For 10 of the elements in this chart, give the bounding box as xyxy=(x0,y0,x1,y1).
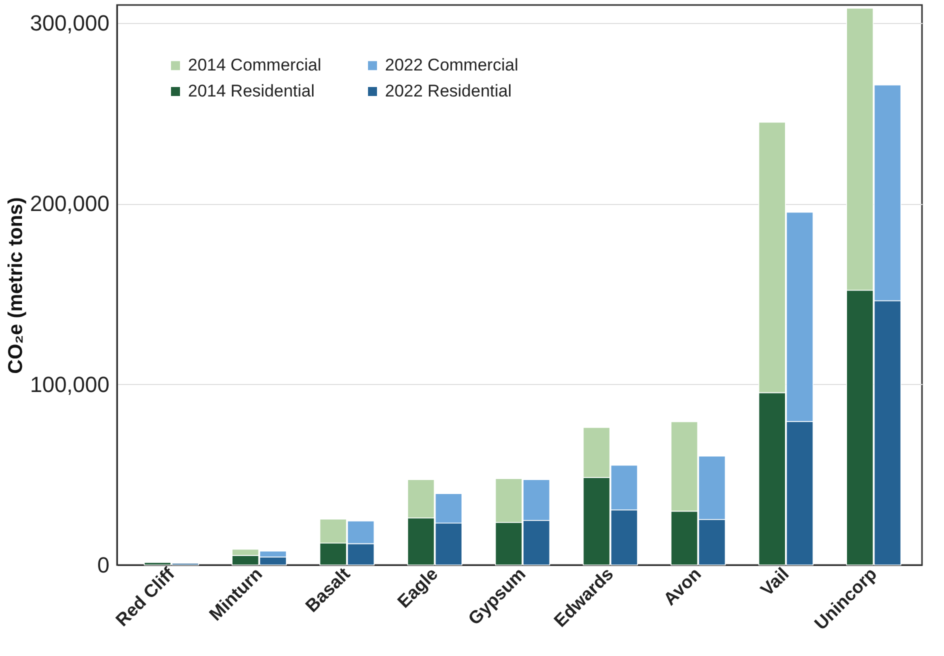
y-axis-title: CO₂e (metric tons) xyxy=(4,197,27,374)
y-tick-label: 100,000 xyxy=(30,372,110,397)
legend-label: 2014 Residential xyxy=(188,82,315,100)
legend-label: 2022 Residential xyxy=(385,82,512,100)
y-tick-label: 0 xyxy=(97,552,110,578)
y-tick-label: 200,000 xyxy=(30,191,110,216)
x-tick-label: Vail xyxy=(756,564,793,600)
legend-label: 2022 Commercial xyxy=(385,56,518,75)
legend-label: 2014 Commercial xyxy=(188,56,322,75)
y-tick-label: 300,000 xyxy=(30,10,110,36)
